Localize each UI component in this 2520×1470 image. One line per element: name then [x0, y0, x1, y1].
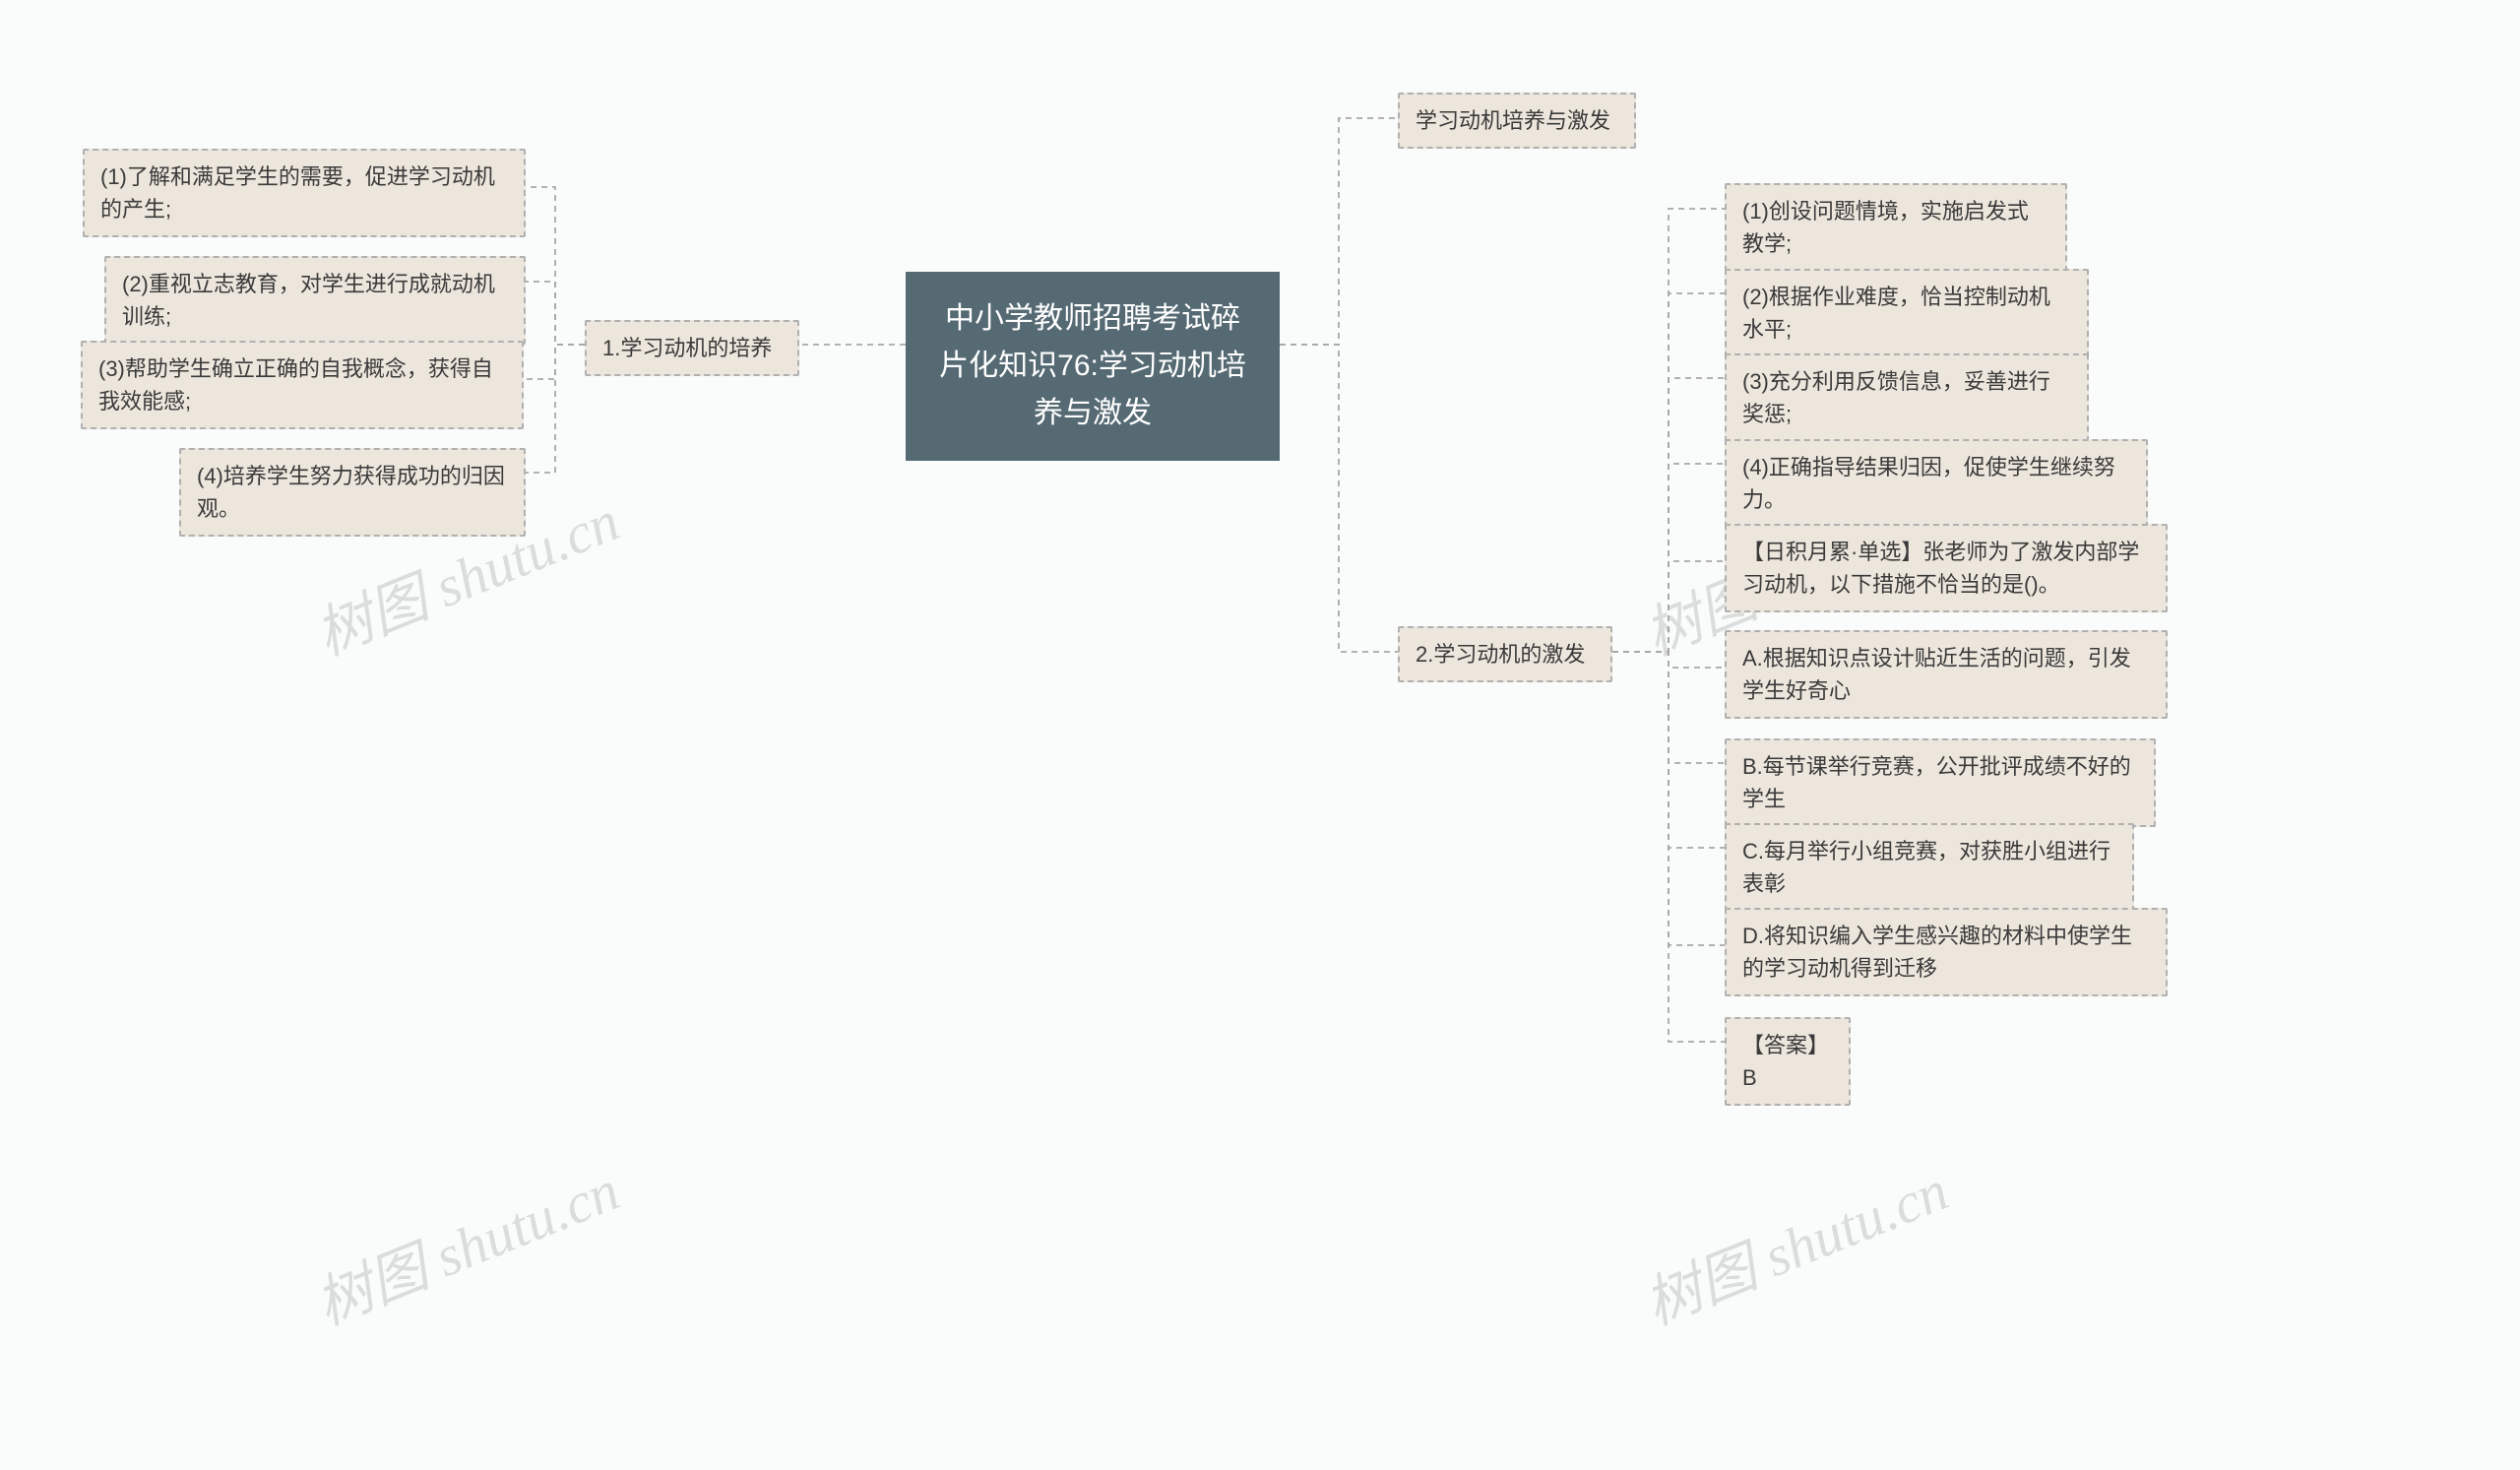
branch-node-right-top: 学习动机培养与激发 — [1398, 93, 1636, 149]
leaf-node: (3)充分利用反馈信息，妥善进行奖惩; — [1725, 353, 2089, 442]
watermark: 树图 shutu.cn — [1630, 1144, 1958, 1341]
leaf-node: (4)正确指导结果归因，促使学生继续努力。 — [1725, 439, 2148, 528]
leaf-node: (1)了解和满足学生的需要，促进学习动机的产生; — [83, 149, 526, 237]
leaf-node: (2)重视立志教育，对学生进行成就动机训练; — [104, 256, 526, 345]
root-node: 中小学教师招聘考试碎片化知识76:学习动机培养与激发 — [906, 272, 1280, 461]
leaf-node: D.将知识编入学生感兴趣的材料中使学生的学习动机得到迁移 — [1725, 908, 2168, 996]
leaf-node: B.每节课举行竞赛，公开批评成绩不好的学生 — [1725, 738, 2156, 827]
branch-node-right-2: 2.学习动机的激发 — [1398, 626, 1612, 682]
leaf-node: A.根据知识点设计贴近生活的问题，引发学生好奇心 — [1725, 630, 2168, 719]
leaf-node: (2)根据作业难度，恰当控制动机水平; — [1725, 269, 2089, 357]
leaf-node: 【日积月累·单选】张老师为了激发内部学习动机，以下措施不恰当的是()。 — [1725, 524, 2168, 612]
leaf-node: 【答案】B — [1725, 1017, 1851, 1106]
leaf-node: (1)创设问题情境，实施启发式教学; — [1725, 183, 2067, 272]
leaf-node: (4)培养学生努力获得成功的归因观。 — [179, 448, 526, 537]
branch-node-left-1: 1.学习动机的培养 — [585, 320, 799, 376]
watermark: 树图 shutu.cn — [301, 1144, 629, 1341]
leaf-node: C.每月举行小组竞赛，对获胜小组进行表彰 — [1725, 823, 2134, 912]
leaf-node: (3)帮助学生确立正确的自我概念，获得自我效能感; — [81, 341, 524, 429]
